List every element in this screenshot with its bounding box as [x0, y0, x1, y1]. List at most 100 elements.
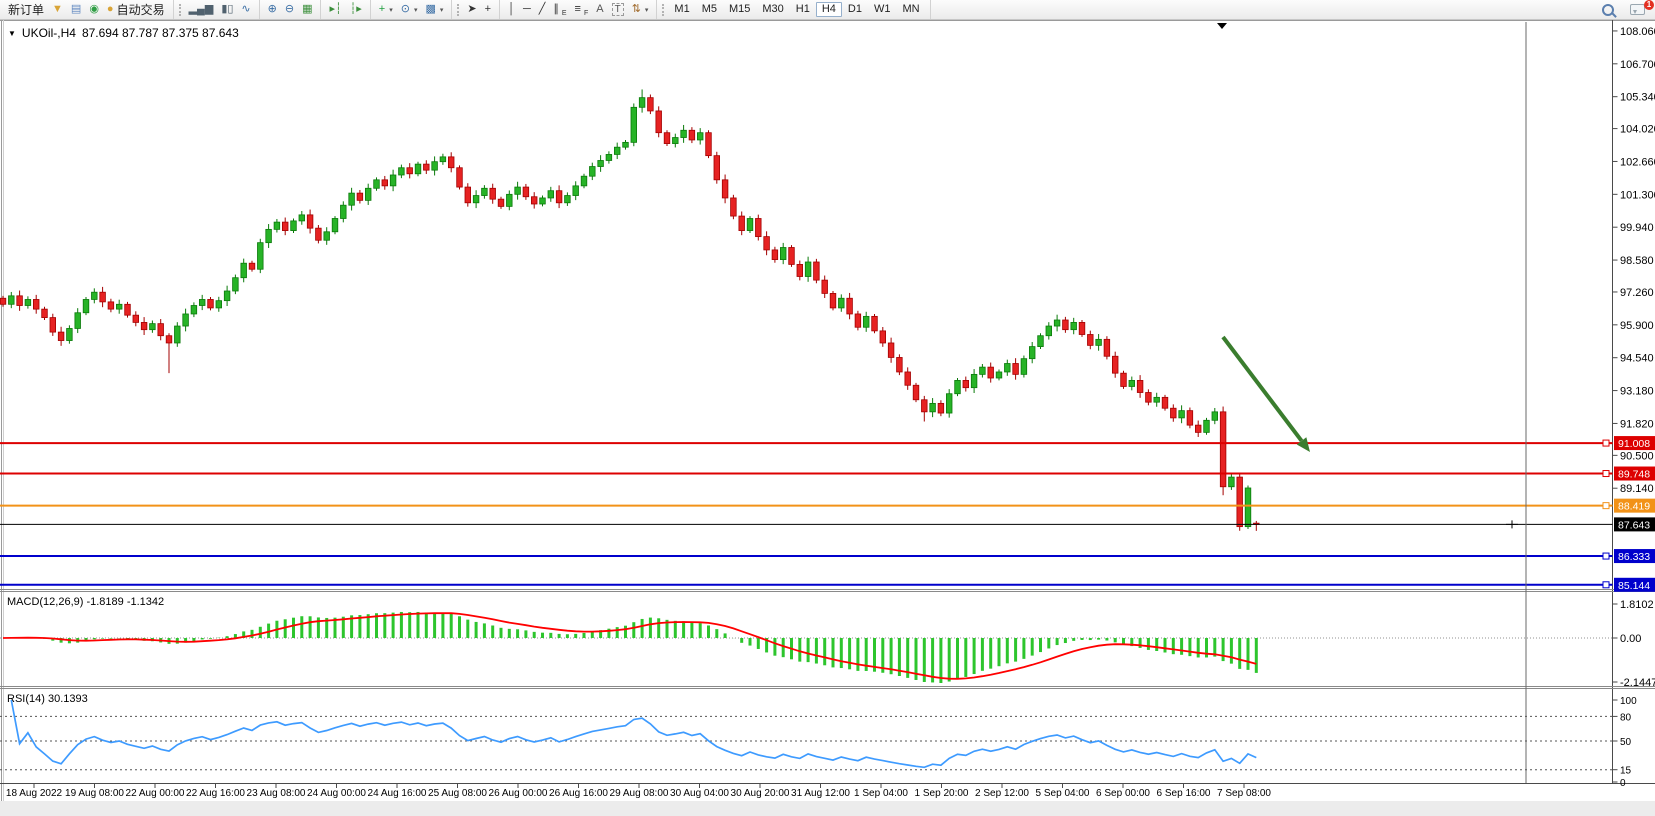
candle-body: [514, 186, 521, 195]
candle-body: [406, 167, 413, 175]
price-tick-label: 90.500: [1620, 450, 1654, 462]
search-icon[interactable]: [1598, 1, 1618, 18]
candle-body: [854, 313, 862, 328]
candle-body: [746, 218, 754, 231]
dropdown-arrow-icon[interactable]: ▾: [644, 6, 649, 14]
candle-body: [1037, 335, 1044, 347]
auto-scroll-icon[interactable]: ▸┆: [325, 1, 345, 18]
candle-body: [1070, 322, 1077, 331]
chart-background: [0, 20, 1655, 801]
candle-body: [1120, 372, 1127, 387]
candlestick-chart-icon[interactable]: ▮▯: [217, 1, 237, 18]
chart-shift-marker[interactable]: [1217, 23, 1227, 29]
candle-body: [995, 371, 1003, 379]
add-indicator-icon[interactable]: + ▾: [375, 1, 397, 18]
periods-icon: ⊙: [400, 3, 410, 15]
line-handle[interactable]: [1602, 552, 1610, 560]
timeframe-d1[interactable]: D1: [847, 3, 862, 15]
symbol-dropdown-icon[interactable]: ▼: [8, 28, 16, 38]
timeframe-m5[interactable]: M5: [701, 3, 717, 15]
news-signal-icon: ◉: [89, 3, 99, 15]
toolbar-group: │ ─ ╱ ∥ E ≡ F A T ⇅ ▾: [500, 0, 658, 19]
channel-icon[interactable]: ∥ E: [549, 1, 570, 18]
candle-body: [149, 323, 156, 331]
candle-body: [589, 166, 596, 177]
fibonacci-icon: ≡: [574, 3, 581, 15]
dropdown-arrow-icon[interactable]: ▾: [413, 6, 418, 14]
price-tick-label: 104.020: [1620, 124, 1655, 136]
toolbar-group: + ▾ ⊙ ▾ ▩ ▾: [371, 0, 453, 19]
candle-body: [987, 366, 994, 379]
line-handle[interactable]: [1602, 470, 1610, 478]
rsi-tick-label: 0: [1620, 778, 1626, 789]
candle-body: [663, 132, 671, 144]
chat-icon[interactable]: 1: [1626, 0, 1654, 18]
autotrading-button[interactable]: ● 自动交易: [103, 1, 169, 18]
funnel-icon[interactable]: ▼: [48, 1, 67, 18]
line-handle[interactable]: [1602, 581, 1610, 589]
trendline-icon[interactable]: ╱: [535, 1, 550, 18]
toolbar-grip[interactable]: [178, 3, 181, 16]
news-signal-icon[interactable]: ◉: [85, 1, 103, 18]
horizontal-line-icon: ─: [522, 3, 531, 15]
fibonacci-icon[interactable]: ≡ F: [571, 1, 593, 18]
cursor-icon[interactable]: ➤: [463, 1, 480, 18]
bar-chart-icon[interactable]: ▂▄▆: [185, 1, 218, 18]
text-icon[interactable]: A: [592, 1, 607, 18]
price-cross-marker: [1506, 520, 1518, 529]
trend-arrow-head[interactable]: [1296, 437, 1310, 452]
zoom-in-icon[interactable]: ⊕: [264, 1, 281, 18]
dropdown-arrow-icon[interactable]: ▾: [389, 6, 393, 14]
candle-body: [937, 402, 945, 414]
chart-shift-icon[interactable]: ┆▸: [346, 1, 366, 18]
crosshair-icon[interactable]: +: [481, 1, 495, 18]
timeframe-m15[interactable]: M15: [728, 3, 751, 15]
candle-body: [1020, 358, 1028, 375]
timeframe-m30[interactable]: M30: [762, 3, 784, 15]
toolbar-grip[interactable]: [662, 3, 665, 16]
label-icon[interactable]: T: [608, 1, 628, 18]
timeframe-w1[interactable]: W1: [873, 3, 891, 15]
candle-body: [638, 97, 646, 108]
timeframe-h1[interactable]: H1: [795, 3, 810, 15]
candle-body: [1170, 407, 1177, 419]
publisher-icon[interactable]: ▤: [67, 1, 85, 18]
line-handle[interactable]: [1602, 439, 1610, 447]
tile-windows-icon[interactable]: ▦: [298, 1, 316, 18]
candle-body: [273, 221, 281, 230]
candle-body: [232, 277, 239, 292]
autotrading-button: ●: [106, 3, 114, 15]
trend-arrow-line[interactable]: [1221, 335, 1304, 443]
new-order-button-label: 新订单: [8, 3, 45, 17]
toolbar-group: 新订单 ▼ ▤ ◉ ● 自动交易: [0, 0, 174, 19]
periods-icon[interactable]: ⊙ ▾: [397, 1, 422, 18]
candle-body: [630, 106, 637, 143]
candle-body: [331, 218, 339, 233]
candle-body: [215, 300, 222, 309]
dropdown-arrow-icon[interactable]: ▾: [439, 6, 444, 14]
line-handle[interactable]: [1602, 502, 1610, 510]
time-tick-label: 1 Sep 20:00: [915, 788, 969, 799]
time-tick-label: 18 Aug 2022: [6, 788, 63, 799]
price-line-badge-label: 85.144: [1618, 580, 1650, 592]
toolbar-grip[interactable]: [457, 3, 460, 16]
time-tick-label: 7 Sep 08:00: [1217, 788, 1271, 799]
timeframe-mn[interactable]: MN: [902, 3, 920, 15]
timeframe-m1[interactable]: M1: [674, 3, 690, 15]
arrows-icon[interactable]: ⇅ ▾: [628, 1, 653, 18]
line-chart-icon[interactable]: ∿: [237, 1, 254, 18]
price-tick-label: 105.340: [1620, 92, 1655, 104]
timeframe-h4[interactable]: H4: [815, 2, 842, 17]
candle-body: [672, 137, 679, 144]
horizontal-line-icon[interactable]: ─: [519, 1, 535, 18]
vertical-line-icon[interactable]: │: [504, 1, 519, 18]
new-order-button[interactable]: 新订单: [4, 1, 48, 18]
templates-icon[interactable]: ▩ ▾: [421, 1, 447, 18]
rsi-line: [10, 699, 1257, 769]
candle-body: [364, 187, 372, 201]
chart-shift-icon: ┆▸: [349, 3, 362, 15]
candle-body: [680, 129, 687, 138]
time-tick-label: 31 Aug 12:00: [791, 788, 850, 799]
zoom-out-icon[interactable]: ⊖: [281, 1, 298, 18]
